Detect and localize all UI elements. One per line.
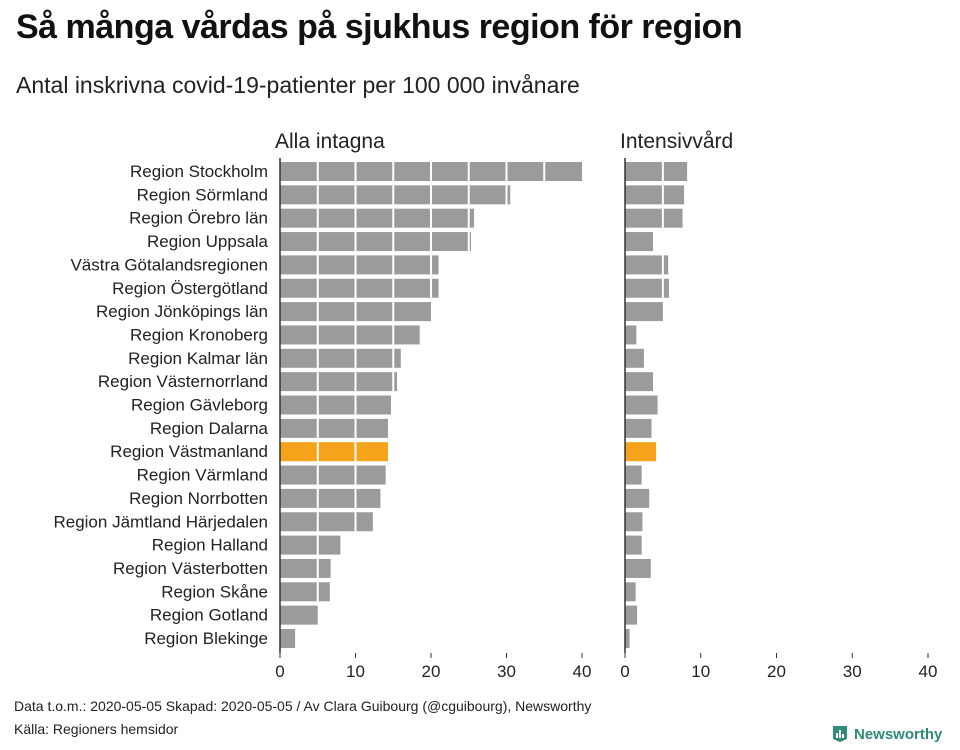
bar — [280, 488, 381, 508]
bar — [625, 302, 663, 322]
brand-logo: Newsworthy — [832, 725, 942, 743]
bar — [625, 395, 658, 415]
category-label: Region Östergötland — [112, 279, 268, 298]
category-label: Region Blekinge — [144, 629, 268, 648]
bar — [625, 605, 638, 625]
footer-source: Källa: Regioners hemsidor — [14, 721, 179, 737]
category-label: Region Halland — [152, 536, 268, 555]
category-label: Region Jämtland Härjedalen — [53, 512, 268, 531]
x-tick-label: 20 — [422, 662, 441, 681]
brand-name: Newsworthy — [854, 725, 943, 743]
bar — [625, 372, 654, 392]
bar — [280, 605, 318, 625]
bar — [280, 629, 296, 648]
bar — [280, 348, 401, 368]
bar — [625, 255, 669, 275]
bar — [625, 348, 644, 368]
bar — [280, 395, 391, 415]
bar — [625, 629, 630, 648]
bar — [280, 232, 472, 252]
bar — [280, 465, 386, 485]
category-label: Region Norrbotten — [129, 489, 268, 508]
category-label: Region Kronoberg — [130, 325, 268, 344]
category-label: Region Jönköpings län — [96, 302, 268, 321]
x-tick-label: 0 — [620, 662, 629, 681]
x-tick-label: 30 — [497, 662, 516, 681]
chart-canvas: Alla intagna Region Stockholm Region Sörml… — [53, 130, 938, 681]
bar — [280, 512, 373, 532]
category-label: Region Gotland — [150, 606, 268, 625]
category-label: Region Dalarna — [150, 419, 269, 438]
category-label: Region Skåne — [161, 582, 268, 601]
bar — [280, 325, 420, 345]
category-label: Region Sörmland — [137, 185, 268, 204]
bar — [625, 582, 636, 602]
bar — [625, 465, 642, 485]
category-label: Region Gävleborg — [131, 396, 268, 415]
bar — [625, 208, 683, 228]
bar — [625, 162, 688, 181]
bar — [280, 535, 341, 555]
newsworthy-logo-icon — [833, 726, 847, 742]
bar — [625, 442, 657, 462]
bar — [625, 418, 652, 438]
chart-subtitle: Antal inskrivna covid-19-patienter per 1… — [16, 72, 580, 98]
category-label: Region Uppsala — [147, 232, 269, 251]
bar — [625, 535, 642, 555]
category-label: Region Västmanland — [110, 442, 268, 461]
x-tick-label: 30 — [843, 662, 862, 681]
bar — [280, 185, 511, 205]
bar — [280, 442, 388, 462]
bar — [625, 278, 669, 298]
bar — [625, 325, 637, 345]
category-label: Region Värmland — [137, 466, 268, 485]
bar — [625, 232, 654, 252]
category-label: Region Västerbotten — [113, 559, 268, 578]
bar — [280, 418, 388, 438]
x-tick-label: 0 — [275, 662, 284, 681]
bar — [625, 185, 685, 205]
panel-title: Alla intagna — [275, 130, 385, 153]
category-label: Region Västernorrland — [98, 372, 268, 391]
category-label: Region Örebro län — [129, 209, 268, 228]
bar — [280, 278, 439, 298]
x-tick-label: 40 — [573, 662, 592, 681]
bar — [280, 372, 398, 392]
x-tick-label: 10 — [691, 662, 710, 681]
x-tick-label: 20 — [767, 662, 786, 681]
bar — [625, 512, 643, 532]
bar — [280, 582, 330, 602]
bar — [625, 488, 650, 508]
category-label: Region Kalmar län — [128, 349, 268, 368]
category-label: Västra Götalandsregionen — [70, 255, 268, 274]
bar — [280, 208, 475, 228]
bar — [280, 255, 439, 275]
category-label: Region Stockholm — [130, 162, 268, 181]
panel-title: Intensivvård — [620, 130, 733, 153]
chart-title: Så många vårdas på sjukhus region för re… — [16, 8, 743, 46]
bar — [625, 558, 651, 578]
x-tick-label: 40 — [919, 662, 938, 681]
x-tick-label: 10 — [346, 662, 365, 681]
bar — [280, 558, 331, 578]
footer-credits: Data t.o.m.: 2020-05-05 Skapad: 2020-05-… — [14, 698, 592, 714]
